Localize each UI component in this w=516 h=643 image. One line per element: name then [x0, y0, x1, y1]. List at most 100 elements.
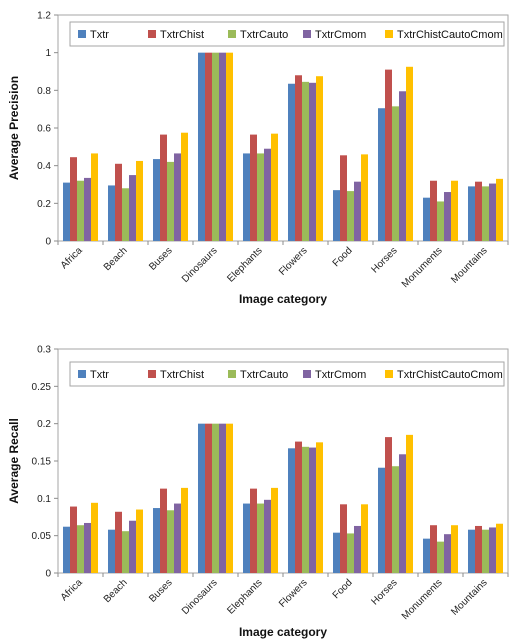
legend-label: Txtr — [90, 369, 109, 381]
bar — [70, 506, 77, 573]
bar — [84, 522, 91, 573]
legend-label: TxtrCmom — [315, 29, 366, 41]
bar — [212, 52, 219, 241]
bar — [451, 525, 458, 573]
legend-swatch — [78, 30, 86, 38]
bar — [309, 447, 316, 573]
bar — [406, 66, 413, 242]
legend-swatch — [148, 370, 156, 378]
y-tick-label: 0.1 — [37, 494, 51, 505]
bar — [399, 91, 406, 242]
x-tick-label: Food — [331, 245, 355, 269]
x-axis-title: Image category — [239, 292, 327, 306]
bar — [288, 448, 295, 573]
bar — [385, 437, 392, 573]
x-tick-label: Monuments — [400, 245, 445, 290]
bar — [250, 488, 257, 573]
bar — [340, 155, 347, 241]
bar — [108, 185, 115, 241]
y-tick-label: 0.6 — [37, 124, 51, 135]
bar — [361, 504, 368, 573]
x-tick-label: Beach — [102, 245, 130, 273]
bar — [423, 538, 430, 573]
x-tick-label: Horses — [369, 577, 399, 607]
bar — [475, 181, 482, 241]
bar — [219, 52, 226, 241]
bar — [219, 423, 226, 573]
bar — [136, 160, 143, 241]
x-tick-label: Mountains — [449, 577, 489, 617]
bar — [288, 83, 295, 241]
x-tick-label: Africa — [59, 245, 85, 271]
legend-label: TxtrCauto — [240, 29, 288, 41]
bar — [378, 108, 385, 241]
legend-label: TxtrChist — [160, 369, 204, 381]
bar — [226, 423, 233, 573]
x-tick-label: Food — [331, 577, 355, 601]
bar — [489, 527, 496, 573]
bar — [108, 529, 115, 573]
bar — [354, 181, 361, 241]
y-tick-label: 1 — [45, 48, 51, 59]
legend-swatch — [148, 30, 156, 38]
x-tick-label: Horses — [369, 245, 399, 275]
x-tick-label: Elephants — [225, 245, 264, 284]
bar — [264, 148, 271, 241]
bar — [302, 446, 309, 573]
legend-label: TxtrCauto — [240, 369, 288, 381]
bar — [243, 503, 250, 573]
bar — [392, 106, 399, 241]
legend-box — [69, 361, 505, 387]
legend-swatch — [303, 30, 311, 38]
bar — [205, 52, 212, 241]
bar — [181, 487, 188, 573]
bar — [468, 529, 475, 573]
bar — [243, 153, 250, 241]
bar — [430, 180, 437, 241]
bar — [129, 520, 136, 573]
bar — [489, 183, 496, 241]
bar — [136, 509, 143, 573]
bar — [482, 529, 489, 573]
y-axis-title: Average Recall — [7, 418, 21, 504]
legend-swatch — [228, 370, 236, 378]
bar — [226, 52, 233, 241]
bar — [444, 192, 451, 241]
x-tick-label: Elephants — [225, 577, 264, 616]
y-tick-label: 0.3 — [37, 345, 51, 356]
bar — [129, 175, 136, 241]
bar — [437, 201, 444, 241]
legend-label: TxtrChistCautoCmom — [397, 369, 503, 381]
bar — [205, 423, 212, 573]
bar — [302, 81, 309, 241]
bar — [160, 488, 167, 573]
bar — [70, 157, 77, 241]
y-tick-label: 0.25 — [32, 382, 52, 393]
legend-label: Txtr — [90, 29, 109, 41]
bar — [354, 525, 361, 573]
bar — [84, 177, 91, 241]
bar — [333, 190, 340, 241]
bar — [496, 523, 503, 573]
y-tick-label: 0 — [45, 569, 51, 580]
bar — [63, 526, 70, 573]
x-tick-label: Monuments — [400, 577, 445, 622]
bar — [212, 423, 219, 573]
bar — [437, 541, 444, 573]
legend-swatch — [228, 30, 236, 38]
bar — [91, 153, 98, 241]
legend-label: TxtrCmom — [315, 369, 366, 381]
x-tick-label: Mountains — [449, 245, 489, 285]
bar — [271, 487, 278, 573]
legend-swatch — [78, 370, 86, 378]
bar — [250, 134, 257, 241]
bar — [198, 423, 205, 573]
bar — [115, 511, 122, 573]
bar — [496, 178, 503, 241]
bar — [257, 153, 264, 241]
bar — [167, 161, 174, 241]
bar — [392, 466, 399, 573]
legend-box — [69, 21, 505, 47]
bar — [174, 503, 181, 573]
bar — [399, 454, 406, 573]
